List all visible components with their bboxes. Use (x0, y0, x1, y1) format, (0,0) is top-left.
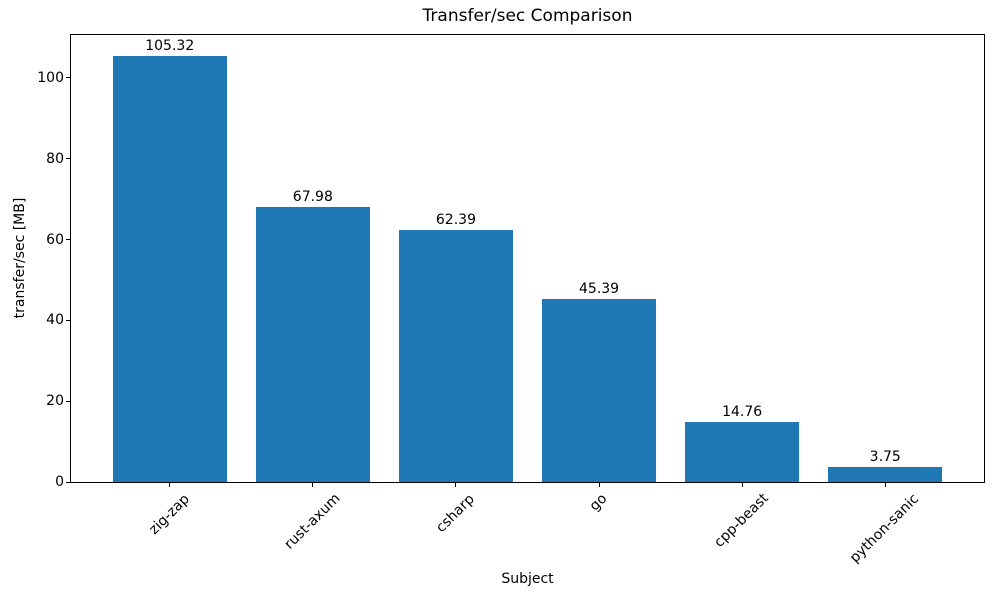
y-tick-mark (66, 158, 70, 160)
x-tick-label: zig-zap (145, 490, 193, 538)
bar-value-label: 62.39 (435, 211, 476, 228)
x-tick-mark (884, 483, 886, 487)
x-tick-label: cpp-beast (711, 490, 772, 552)
y-tick-label: 0 (55, 474, 64, 490)
x-tick-mark (741, 483, 743, 487)
bar-cpp-beast (684, 422, 800, 482)
y-tick-mark (66, 239, 70, 240)
bar-value-label: 3.75 (869, 448, 901, 465)
x-tick-label: rust-axum (281, 490, 344, 553)
y-axis-label: transfer/sec [MB] (12, 197, 28, 319)
y-tick-label: 80 (46, 150, 64, 167)
bar-value-label: 67.98 (292, 189, 333, 206)
x-tick-label: csharp (433, 490, 478, 536)
y-tick-label: 60 (46, 231, 64, 248)
bar-value-label: 45.39 (579, 280, 620, 297)
y-tick-mark (66, 400, 70, 402)
y-tick-mark (66, 77, 70, 79)
y-tick-mark (66, 481, 70, 483)
bar-value-label: 105.32 (145, 38, 195, 55)
x-tick-mark (598, 483, 600, 487)
y-tick-label: 40 (46, 312, 64, 329)
bar-python-sanic (828, 466, 943, 482)
y-tick-mark (66, 319, 70, 321)
bar-rust-axum (255, 207, 371, 482)
y-tick-label: 20 (46, 393, 64, 410)
x-tick-label: python-sanic (847, 490, 923, 566)
plot-area: 0 20 40 60 80 100 105.32 zig-zap 67.98 rust-axum 6… (37, 34, 985, 566)
x-axis-label: Subject (501, 571, 554, 587)
x-tick-mark (312, 483, 314, 487)
x-tick-mark (169, 483, 171, 487)
chart-title: Transfer/sec Comparison (422, 6, 633, 26)
bar-zig-zap (112, 56, 227, 482)
x-tick-mark (455, 483, 457, 487)
bar-go (541, 298, 657, 482)
bar-csharp (398, 229, 514, 482)
bar-value-label: 14.76 (722, 404, 763, 421)
y-tick-label: 100 (37, 69, 64, 86)
x-tick-label: go (586, 490, 611, 515)
